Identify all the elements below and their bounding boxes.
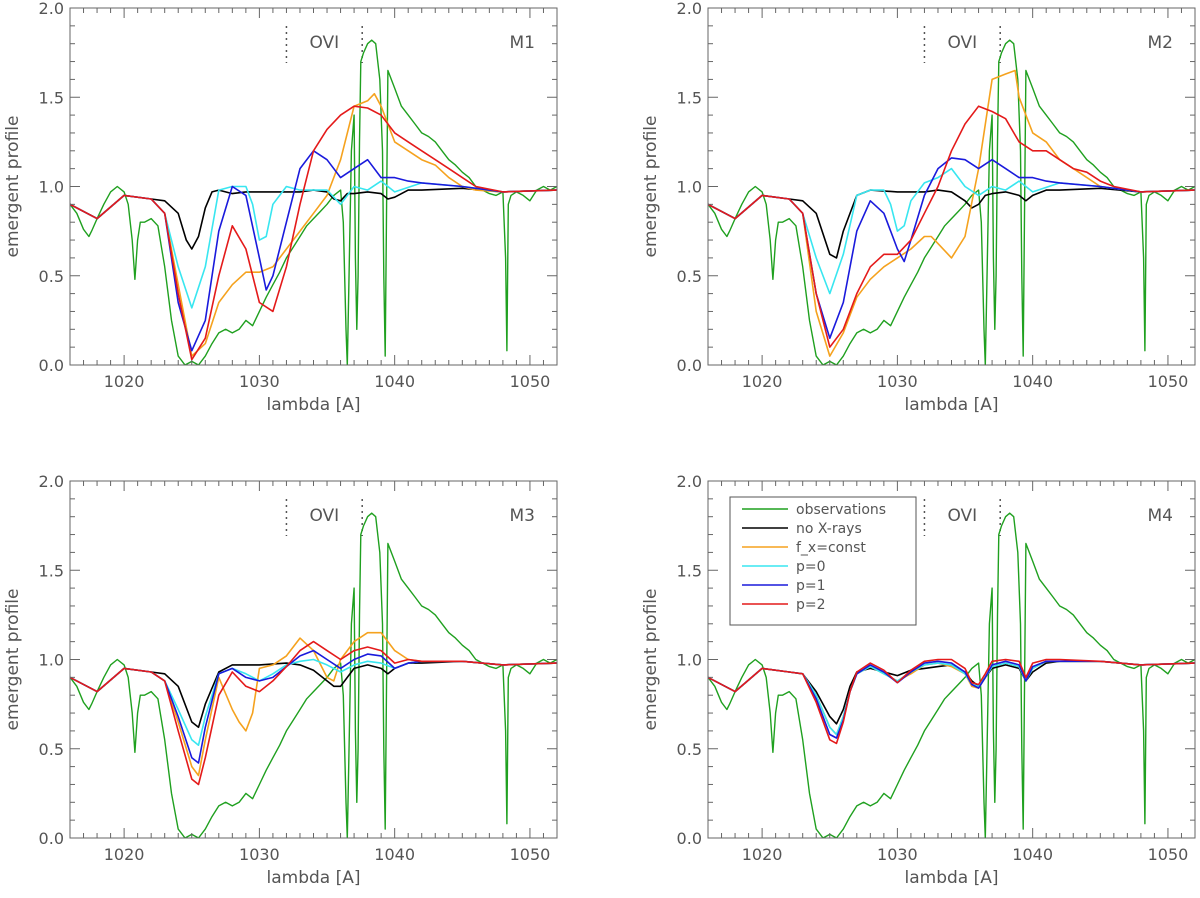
series-group xyxy=(708,39,1195,365)
y-axis-label: emergent profile xyxy=(641,589,661,731)
y-tick-label: 1.0 xyxy=(39,178,64,197)
series-no-xrays xyxy=(708,187,1195,259)
x-tick-label: 1040 xyxy=(374,845,415,864)
series-fx-const xyxy=(70,92,557,357)
series-p2 xyxy=(708,105,1195,348)
series-fx-const xyxy=(708,69,1195,357)
legend-label: p=0 xyxy=(796,559,826,575)
ovi-label: OVI xyxy=(309,506,339,526)
y-tick-label: 0.5 xyxy=(677,267,702,286)
series-p0 xyxy=(70,180,557,309)
y-tick-label: 2.0 xyxy=(39,0,64,18)
series-fx-const xyxy=(708,660,1195,736)
legend-label: p=1 xyxy=(796,578,826,594)
x-axis-label: lambda [A] xyxy=(267,395,361,415)
x-axis-label: lambda [A] xyxy=(905,868,999,888)
y-tick-label: 1.0 xyxy=(677,651,702,670)
series-p1 xyxy=(70,150,557,352)
y-tick-label: 0.0 xyxy=(677,829,702,848)
x-tick-label: 1040 xyxy=(1012,372,1053,391)
series-p0 xyxy=(70,658,557,747)
x-tick-label: 1040 xyxy=(1012,845,1053,864)
y-tick-label: 0.0 xyxy=(677,356,702,375)
y-tick-label: 2.0 xyxy=(677,472,702,491)
x-tick-label: 1050 xyxy=(510,845,551,864)
series-group xyxy=(70,512,557,838)
y-tick-label: 1.5 xyxy=(39,88,64,107)
y-axis-label: emergent profile xyxy=(3,116,23,258)
x-tick-label: 1030 xyxy=(239,372,280,391)
panel-m2: OVI M2 1020 1030 1040 1050 0.0 0.5 1.0 1.5 2.0 lamb… xyxy=(641,0,1196,415)
x-tick-label: 1050 xyxy=(1148,845,1189,864)
y-tick-label: 2.0 xyxy=(39,472,64,491)
ovi-label: OVI xyxy=(947,506,977,526)
y-tick-label: 0.0 xyxy=(39,356,64,375)
series-fx-const xyxy=(70,631,557,777)
axes-frame xyxy=(69,7,558,366)
series-observations xyxy=(70,39,557,365)
legend-label: f_x=const xyxy=(796,540,866,556)
ovi-label: OVI xyxy=(947,33,977,53)
panel-m3: OVI M3 1020 1030 1040 1050 0.0 0.5 1.0 1.5 2.0 lamb… xyxy=(3,472,558,888)
x-tick-label: 1020 xyxy=(742,372,783,391)
x-tick-label: 1050 xyxy=(1148,372,1189,391)
x-tick-label: 1030 xyxy=(877,845,918,864)
y-tick-label: 1.5 xyxy=(677,88,702,107)
y-tick-label: 0.5 xyxy=(677,740,702,759)
y-tick-label: 1.5 xyxy=(39,561,64,580)
series-p0 xyxy=(708,660,1195,736)
y-tick-label: 0.5 xyxy=(39,267,64,286)
series-p1 xyxy=(708,660,1195,739)
x-axis-label: lambda [A] xyxy=(267,868,361,888)
y-axis-label: emergent profile xyxy=(3,589,23,731)
x-tick-label: 1030 xyxy=(239,845,280,864)
series-p0 xyxy=(708,167,1195,295)
ovi-label: OVI xyxy=(309,33,339,53)
series-p2 xyxy=(70,105,557,361)
series-observations xyxy=(708,512,1195,838)
panel-label: M4 xyxy=(1148,506,1173,526)
legend: observations no X-rays f_x=const p=0 p=1 p=2 xyxy=(729,496,917,626)
x-tick-label: 1050 xyxy=(510,372,551,391)
y-tick-label: 1.5 xyxy=(677,561,702,580)
x-axis-label: lambda [A] xyxy=(905,395,999,415)
series-p2 xyxy=(70,640,557,786)
series-p1 xyxy=(708,157,1195,340)
y-tick-label: 0.5 xyxy=(39,740,64,759)
x-tick-label: 1020 xyxy=(104,372,145,391)
y-tick-label: 2.0 xyxy=(677,0,702,18)
series-observations xyxy=(708,39,1195,365)
panel-label: M1 xyxy=(510,33,535,53)
series-group xyxy=(70,39,557,365)
axes-frame xyxy=(707,7,1196,366)
series-no-xrays xyxy=(708,660,1195,725)
series-no-xrays xyxy=(70,187,557,250)
series-p2 xyxy=(708,658,1195,745)
y-tick-label: 0.0 xyxy=(39,829,64,848)
x-tick-label: 1040 xyxy=(374,372,415,391)
y-tick-label: 1.0 xyxy=(39,651,64,670)
legend-label: observations xyxy=(796,502,886,518)
panel-m1: OVI M1 1020 1030 1040 1050 0.0 0.5 1.0 1.5 2.0 lamb… xyxy=(3,0,558,415)
series-group xyxy=(708,512,1195,838)
panel-m4: OVI M4 1020 1030 1040 1050 0.0 0.5 1.0 1.5 2.0 lamb… xyxy=(641,472,1196,888)
legend-label: no X-rays xyxy=(796,521,862,537)
legend-label: p=2 xyxy=(796,597,826,613)
x-tick-label: 1030 xyxy=(877,372,918,391)
panel-label: M2 xyxy=(1148,33,1173,53)
panel-label: M3 xyxy=(510,506,535,526)
y-tick-label: 1.0 xyxy=(677,178,702,197)
x-tick-label: 1020 xyxy=(742,845,783,864)
x-tick-label: 1020 xyxy=(104,845,145,864)
series-observations xyxy=(70,512,557,838)
series-p1 xyxy=(70,649,557,764)
y-axis-label: emergent profile xyxy=(641,116,661,258)
